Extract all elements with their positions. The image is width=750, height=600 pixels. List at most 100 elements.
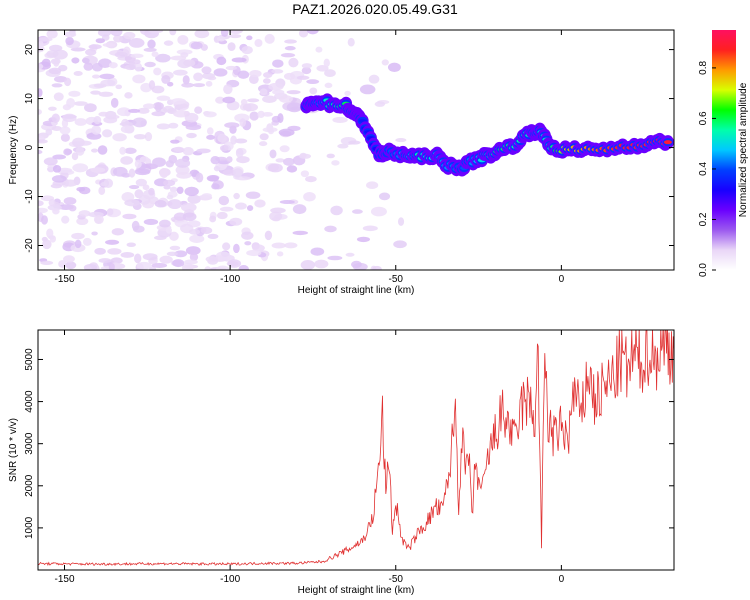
spectrogram-cell: [195, 172, 204, 183]
spectrogram-cell: [271, 242, 286, 249]
spectrogram-cell: [216, 56, 227, 66]
spectrogram-cell: [184, 186, 199, 197]
spectrogram-cell: [49, 44, 63, 52]
spectrogram-cell: [102, 42, 116, 48]
spectrogram-cell: [184, 259, 198, 265]
spectrogram-cell: [159, 255, 173, 264]
snr-background: [38, 330, 674, 570]
spectrogram-cell: [58, 260, 67, 268]
spectrogram-frame: [37, 29, 675, 271]
spectrogram-cell: [292, 204, 307, 215]
x-tick-label: -50: [389, 574, 404, 585]
spectrogram-cell: [324, 225, 337, 233]
spectrogram-cell: [347, 37, 355, 47]
spectrogram-cell: [368, 74, 380, 84]
spectrogram-cell: [310, 247, 325, 256]
spectrogram-noise-layer: [38, 30, 407, 270]
spectrogram-cell: [132, 74, 146, 84]
snr-panel: -150 -100 -50 0 1000 2000 3000 4000 5000 Height …: [8, 329, 675, 596]
spectrogram-cell: [134, 62, 143, 72]
snr-ylabel: SNR (10 * v/v): [8, 418, 19, 482]
spectrogram-cell: [279, 199, 295, 205]
spectrogram-cell: [169, 30, 177, 36]
spectrogram-cell: [228, 30, 243, 35]
colorbar-ticks: 0.0 0.2 0.4 0.6 0.8: [698, 61, 716, 277]
spectrogram-cell: [217, 133, 227, 143]
spectrogram-cell: [81, 57, 90, 64]
spectrogram-cell: [272, 59, 284, 68]
spectrogram-cell: [296, 75, 310, 80]
spectrogram-cell: [278, 95, 293, 103]
spectrogram-cell: [100, 79, 116, 87]
spectrogram-cell: [193, 72, 203, 82]
spectrogram-cell: [235, 148, 244, 158]
spectrogram-cell: [374, 101, 386, 107]
spectrogram-cell: [303, 191, 316, 202]
colorbar-tick-label: 0.2: [698, 212, 709, 226]
spectrogram-cell: [351, 260, 362, 269]
spectrogram-cell: [42, 239, 52, 250]
spectrogram-cell: [92, 74, 101, 79]
spectrogram-cell: [68, 204, 77, 212]
spectrogram-cell: [276, 251, 284, 257]
spectrogram-cell: [173, 146, 185, 152]
spectrogram-cell: [264, 33, 275, 44]
spectrogram-cell: [64, 77, 72, 87]
spectrogram-cell: [218, 195, 230, 206]
spectrogram-cell: [63, 197, 77, 205]
spectrogram-cell: [196, 148, 211, 154]
spectrogram-cell: [106, 208, 114, 216]
spectrogram-cell: [159, 168, 169, 178]
spectrogram-cell: [90, 167, 106, 173]
spectrogram-cell: [120, 252, 135, 258]
spectrogram-cell: [288, 57, 299, 68]
spectrogram-cell: [298, 30, 309, 38]
spectrogram-cell: [151, 51, 159, 58]
spectrogram-cell: [279, 145, 290, 153]
spectrogram-cell: [286, 102, 302, 113]
spectrogram-cell: [192, 83, 206, 88]
spectrogram-cell: [234, 138, 248, 144]
spectrogram-cell: [134, 159, 142, 169]
spectrogram-cell: [176, 171, 192, 179]
spectrogram-xlabel: Height of straight line (km): [298, 285, 415, 296]
spectrogram-cell: [98, 186, 106, 195]
spectrogram-cell: [78, 210, 91, 217]
spectrogram-cell: [76, 217, 89, 226]
spectrogram-cell: [51, 83, 63, 88]
spectrogram-cell: [337, 143, 349, 149]
spectrogram-cell: [144, 132, 153, 142]
spectrogram-cell: [170, 139, 180, 144]
spectrogram-cell: [63, 255, 75, 263]
spectrogram-cell: [84, 103, 97, 113]
spectrogram-cell: [180, 202, 197, 212]
spectrogram-cell: [73, 71, 83, 76]
spectrogram-cell: [215, 265, 230, 270]
spectrogram-cell: [71, 232, 85, 240]
spectrogram-cell: [254, 38, 263, 48]
spectrogram-cell: [204, 266, 212, 270]
spectrogram-cell: [51, 113, 60, 123]
spectrogram-cell: [259, 88, 268, 96]
spectrogram-cell: [51, 175, 67, 183]
spectrogram-cell: [206, 127, 214, 135]
spectrogram-cell: [234, 113, 250, 123]
spectrogram-cell: [74, 118, 87, 126]
spectrogram-cell: [91, 125, 102, 135]
spectrogram-cell: [88, 44, 102, 50]
spectrogram-cell: [305, 176, 317, 183]
spectrogram-cell: [262, 111, 273, 117]
spectrogram-cell: [186, 132, 197, 139]
spectrogram-cell: [222, 96, 236, 104]
spectrogram-cell: [115, 84, 123, 90]
spectrogram-cell: [61, 215, 70, 224]
spectrogram-cell: [245, 191, 261, 199]
spectrogram-cell: [227, 42, 236, 52]
spectrogram-cell: [119, 146, 126, 155]
spectrogram-cell: [136, 261, 152, 270]
spectrogram-cell: [283, 72, 296, 80]
spectrogram-cell: [216, 211, 228, 220]
spectrogram-cell: [98, 91, 114, 97]
snr-frame: [37, 329, 675, 571]
spectrogram-cell: [65, 261, 77, 270]
